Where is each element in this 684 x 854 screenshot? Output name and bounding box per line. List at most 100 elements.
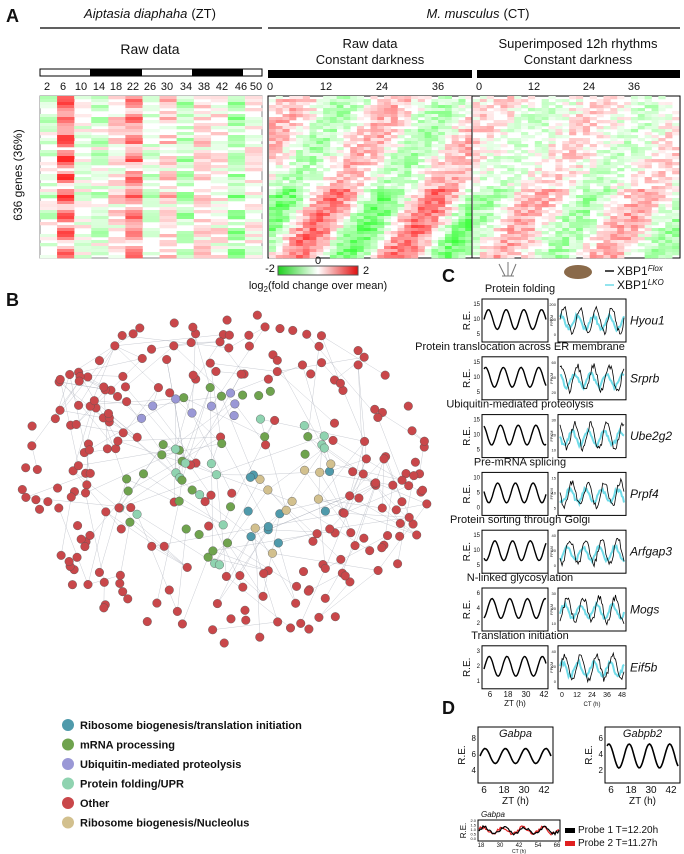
heatmap-cell <box>398 240 405 243</box>
heatmap-cell <box>576 180 583 183</box>
heatmap-cell <box>445 105 452 108</box>
text-part: Aiptasia diaphaha <box>83 6 187 21</box>
heatmap-cell <box>458 198 465 201</box>
heatmap-cell <box>160 186 177 189</box>
heatmap-cell <box>108 162 125 165</box>
heatmap-cell <box>458 96 465 99</box>
heatmap-cell <box>276 129 283 132</box>
heatmap-cell <box>177 159 194 162</box>
heatmap-cell <box>404 105 411 108</box>
heatmap-cell <box>323 147 330 150</box>
network-node <box>68 580 77 589</box>
y-tick: 4 <box>599 750 604 759</box>
heatmap-cell <box>665 141 672 144</box>
heatmap-cell <box>316 141 323 144</box>
heatmap-cell <box>658 207 665 210</box>
heatmap-cell <box>521 135 528 138</box>
heatmap-cell <box>283 255 290 258</box>
heatmap-cell <box>74 189 91 192</box>
heatmap-cell <box>514 189 521 192</box>
heatmap-cell <box>542 201 549 204</box>
heatmap-cell <box>228 162 245 165</box>
heatmap-cell <box>398 237 405 240</box>
heatmap-cell <box>283 177 290 180</box>
heatmap-cell <box>610 102 617 105</box>
heatmap-cell <box>245 144 262 147</box>
heatmap-cell <box>411 129 418 132</box>
heatmap-cell <box>514 222 521 225</box>
heatmap-cell <box>631 147 638 150</box>
heatmap-cell <box>160 213 177 216</box>
heatmap-cell <box>404 240 411 243</box>
heatmap-cell <box>638 126 645 129</box>
heatmap-cell <box>597 132 604 135</box>
heatmap-cell <box>289 210 296 213</box>
heatmap-cell <box>569 207 576 210</box>
heatmap-cell <box>303 225 310 228</box>
heatmap-cell <box>316 207 323 210</box>
heatmap-cell <box>638 204 645 207</box>
heatmap-cell <box>569 189 576 192</box>
heatmap-cell <box>473 111 480 114</box>
heatmap-cell <box>357 255 364 258</box>
y-tick: 5 <box>477 332 481 338</box>
heatmap-cell <box>91 252 108 255</box>
heatmap-cell <box>569 147 576 150</box>
legend-swatch <box>62 778 74 790</box>
heatmap-cell <box>245 237 262 240</box>
heatmap-cell <box>665 204 672 207</box>
heatmap-cell <box>672 234 679 237</box>
heatmap-cell <box>350 177 357 180</box>
heatmap-cell <box>535 150 542 153</box>
heatmap-cell <box>569 138 576 141</box>
heatmap-cell <box>371 243 378 246</box>
heatmap-cell <box>514 147 521 150</box>
heatmap-cell <box>590 201 597 204</box>
heatmap-cell <box>296 162 303 165</box>
heatmap-cell <box>542 153 549 156</box>
heatmap-cell <box>425 201 432 204</box>
heatmap-cell <box>391 177 398 180</box>
y-tick: 6 <box>599 734 604 743</box>
heatmap-cell <box>535 231 542 234</box>
heatmap-cell <box>438 105 445 108</box>
network-node <box>56 406 65 415</box>
heatmap-cell <box>177 132 194 135</box>
heatmap-cell <box>377 234 384 237</box>
heatmap-cell <box>458 207 465 210</box>
heatmap-cell <box>569 123 576 126</box>
heatmap-cell <box>473 204 480 207</box>
heatmap-cell <box>364 234 371 237</box>
heatmap-cell <box>597 108 604 111</box>
heatmap-cell <box>473 162 480 165</box>
time-tick: 50 <box>250 81 262 93</box>
heatmap-cell <box>465 126 472 129</box>
heatmap-cell <box>377 225 384 228</box>
heatmap-cell <box>658 231 665 234</box>
heatmap-cell <box>452 255 459 258</box>
heatmap-cell <box>418 165 425 168</box>
heatmap-cell <box>276 210 283 213</box>
heatmap-cell <box>431 207 438 210</box>
heatmap-cell <box>431 204 438 207</box>
heatmap-cell <box>211 108 228 111</box>
x-tick: 42 <box>540 690 549 699</box>
heatmap-cell <box>569 183 576 186</box>
heatmap-cell <box>658 117 665 120</box>
heatmap-cell <box>597 141 604 144</box>
heatmap-cell <box>617 189 624 192</box>
heatmap-cell <box>357 168 364 171</box>
heatmap-cell <box>631 189 638 192</box>
heatmap-cell <box>473 123 480 126</box>
heatmap-cell <box>228 222 245 225</box>
heatmap-cell <box>74 153 91 156</box>
heatmap-cell <box>350 162 357 165</box>
heatmap-cell <box>658 177 665 180</box>
heatmap-cell <box>211 156 228 159</box>
network-node <box>222 572 231 581</box>
heatmap-cell <box>296 114 303 117</box>
heatmap-cell <box>583 207 590 210</box>
heatmap-cell <box>458 243 465 246</box>
heatmap-cell <box>357 237 364 240</box>
heatmap-cell <box>672 168 679 171</box>
